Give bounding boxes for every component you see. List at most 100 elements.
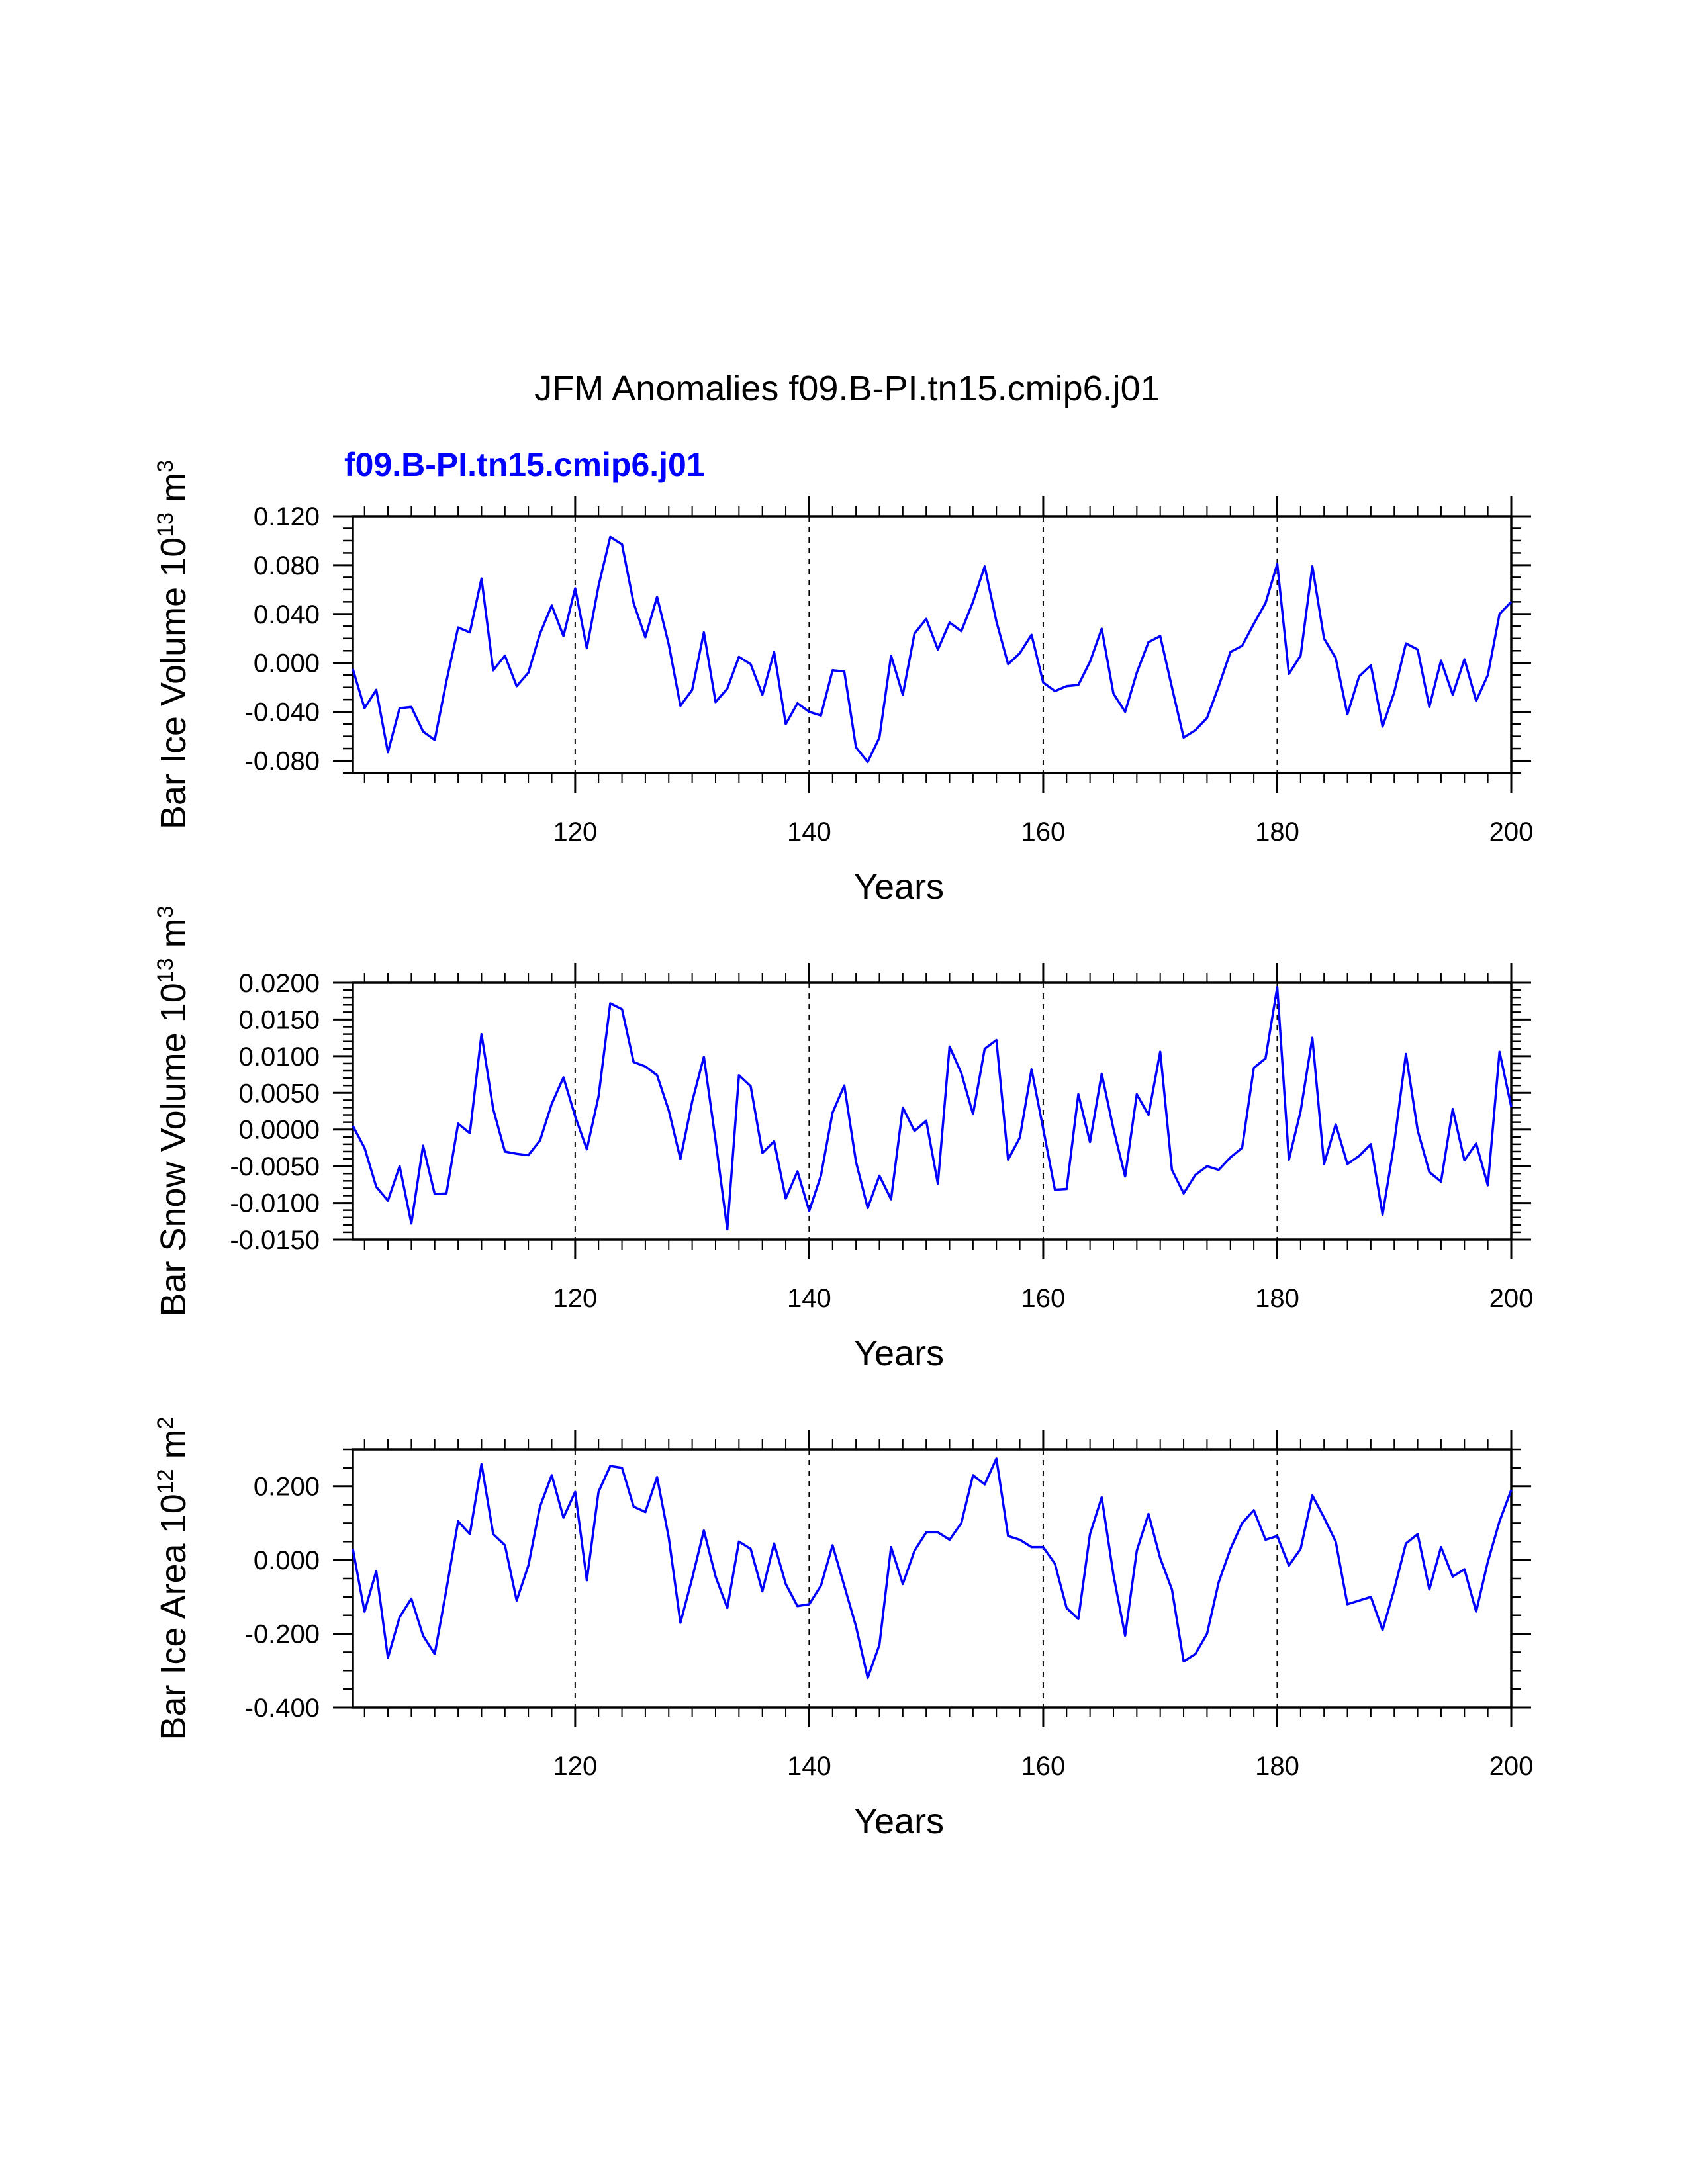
data-point [1124,1175,1126,1177]
data-point [609,536,611,538]
data-point [972,601,974,603]
data-point [528,672,530,674]
data-point [914,633,915,635]
data-point [1358,1155,1360,1157]
data-point [1007,663,1009,665]
data-point [1112,692,1114,694]
data-point [1019,652,1021,654]
data-point [867,1207,868,1209]
data-point [656,1074,658,1076]
data-point [691,689,693,691]
data-point [410,1598,412,1600]
series-line-1 [352,1457,1513,1680]
data-point [679,1158,681,1160]
data-point [1007,1159,1009,1161]
data-point [1101,1073,1103,1075]
data-point [1112,1574,1114,1576]
data-point [890,655,892,657]
data-point [761,1152,763,1154]
data-point [750,1548,752,1550]
data-point [902,694,904,696]
data-point [773,1543,775,1545]
data-point [1136,1550,1138,1552]
data-point [996,1039,998,1041]
data-point [1148,1114,1150,1116]
data-point [352,668,354,670]
data-point [1405,1053,1407,1055]
data-point [855,1161,857,1163]
y-tick-label: -0.200 [245,1620,320,1649]
data-point [1054,690,1056,692]
data-point [1511,1489,1513,1491]
data-point [1206,1165,1208,1167]
data-point [1393,1142,1395,1144]
data-point [1031,1068,1033,1070]
data-point [679,705,681,707]
data-point [1288,1159,1290,1161]
x-tick-label: 160 [1021,1752,1066,1781]
data-point [387,751,389,753]
data-point [714,701,716,703]
data-point [1464,1160,1466,1161]
data-point [1276,986,1278,988]
data-point [1370,664,1372,666]
data-point [445,1193,447,1195]
data-point [1299,1111,1301,1113]
data-point [855,747,857,749]
data-point [528,1154,530,1156]
data-point [445,1588,447,1590]
data-point [1253,1067,1255,1069]
data-point [1042,1546,1044,1548]
data-point [1253,1509,1255,1511]
x-tick-label: 140 [787,1284,831,1313]
data-point [1159,1051,1161,1053]
data-point [1429,1588,1430,1590]
data-point [633,602,635,604]
data-point [1405,1543,1407,1545]
data-point [1089,1141,1091,1143]
data-point [785,723,787,725]
data-point [961,1522,962,1524]
data-point [1511,601,1513,603]
data-point [469,1132,471,1134]
x-tick-label: 120 [553,1284,597,1313]
data-point [1299,655,1301,657]
data-point [598,1491,600,1493]
data-point [773,1140,775,1142]
chart-subtitle: f09.B-PI.tn15.cmip6.j01 [344,446,705,483]
data-point [516,1600,518,1602]
data-point [890,1199,892,1201]
data-point [633,1061,635,1063]
data-point [750,663,752,665]
data-point [352,1548,354,1550]
data-point [574,1115,576,1117]
data-point [843,1085,845,1087]
data-point [1335,1541,1336,1543]
data-point [972,1113,974,1115]
data-point [598,585,600,587]
data-point [1218,1169,1220,1171]
data-point [937,1183,939,1185]
data-point [1054,1189,1056,1191]
data-point [586,1579,588,1581]
data-point [1241,1147,1243,1149]
data-point [831,1544,833,1546]
data-point [1276,1535,1278,1537]
data-point [1452,1576,1454,1578]
series-line-1 [352,985,1513,1231]
data-point [1452,1108,1454,1110]
data-point [1054,1563,1056,1565]
data-point [1229,651,1231,653]
y-axis-label: Bar Ice Volume 1013 m3 [153,460,193,829]
data-point [644,636,646,638]
data-point [1346,713,1348,715]
data-point [1183,1193,1185,1195]
y-tick-label: 0.0000 [239,1116,320,1145]
data-point [1487,674,1489,676]
y-axis-label: Bar Snow Volume 1013 m3 [153,905,193,1316]
y-tick-label: 0.200 [254,1473,320,1502]
data-point [1487,1561,1489,1563]
data-point [434,1193,436,1195]
panel-1: 0.120 0.080 0.040 0.000 -0.040 -0.080 120 140 16… [153,460,1533,907]
data-point [1264,602,1266,604]
